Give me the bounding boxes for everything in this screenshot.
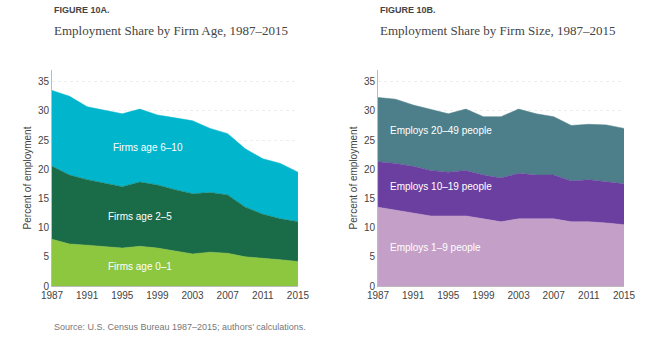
svg-text:Firms age 0–1: Firms age 0–1 [108, 261, 172, 272]
svg-text:1999: 1999 [472, 290, 495, 301]
svg-text:35: 35 [38, 76, 50, 87]
svg-text:20: 20 [38, 164, 50, 175]
svg-text:20: 20 [364, 164, 376, 175]
svg-text:Employs 20–49 people: Employs 20–49 people [390, 125, 492, 136]
svg-text:2003: 2003 [507, 290, 530, 301]
svg-text:Source: U.S. Census Bureau 198: Source: U.S. Census Bureau 1987–2015; au… [54, 322, 306, 332]
svg-text:1995: 1995 [111, 290, 134, 301]
svg-text:Employment Share by Firm Age,: Employment Share by Firm Age, 1987–2015 [54, 23, 288, 38]
svg-text:1987: 1987 [41, 290, 64, 301]
svg-text:2011: 2011 [578, 290, 600, 301]
svg-text:2011: 2011 [252, 290, 274, 301]
svg-text:1999: 1999 [146, 290, 169, 301]
svg-text:Firms age 2–5: Firms age 2–5 [108, 211, 172, 222]
svg-text:25: 25 [364, 135, 376, 146]
svg-text:30: 30 [38, 105, 50, 116]
svg-text:35: 35 [364, 76, 376, 87]
svg-text:10: 10 [364, 222, 376, 233]
svg-text:Employs 10–19 people: Employs 10–19 people [390, 181, 492, 192]
svg-text:0: 0 [369, 281, 375, 292]
svg-text:1987: 1987 [367, 290, 390, 301]
svg-text:2007: 2007 [543, 290, 566, 301]
svg-text:FIGURE 10A.: FIGURE 10A. [54, 5, 110, 15]
svg-text:2003: 2003 [181, 290, 204, 301]
svg-text:Percent of employment: Percent of employment [22, 126, 33, 229]
svg-text:5: 5 [43, 251, 49, 262]
svg-text:Firms age 6–10: Firms age 6–10 [113, 142, 183, 153]
svg-text:15: 15 [38, 193, 50, 204]
svg-text:15: 15 [364, 193, 376, 204]
svg-text:FIGURE 10B.: FIGURE 10B. [380, 5, 436, 15]
svg-text:25: 25 [38, 135, 50, 146]
svg-text:2015: 2015 [287, 290, 310, 301]
svg-text:1995: 1995 [437, 290, 460, 301]
svg-text:10: 10 [38, 222, 50, 233]
svg-text:1991: 1991 [76, 290, 99, 301]
svg-text:Employs 1–9 people: Employs 1–9 people [390, 242, 481, 253]
svg-text:Percent of employment: Percent of employment [348, 126, 359, 229]
svg-text:2015: 2015 [613, 290, 636, 301]
svg-text:5: 5 [369, 251, 375, 262]
svg-text:1991: 1991 [402, 290, 425, 301]
svg-text:0: 0 [43, 281, 49, 292]
svg-text:30: 30 [364, 105, 376, 116]
svg-text:2007: 2007 [217, 290, 240, 301]
svg-text:Employment Share by Firm Size,: Employment Share by Firm Size, 1987–2015 [380, 23, 615, 38]
